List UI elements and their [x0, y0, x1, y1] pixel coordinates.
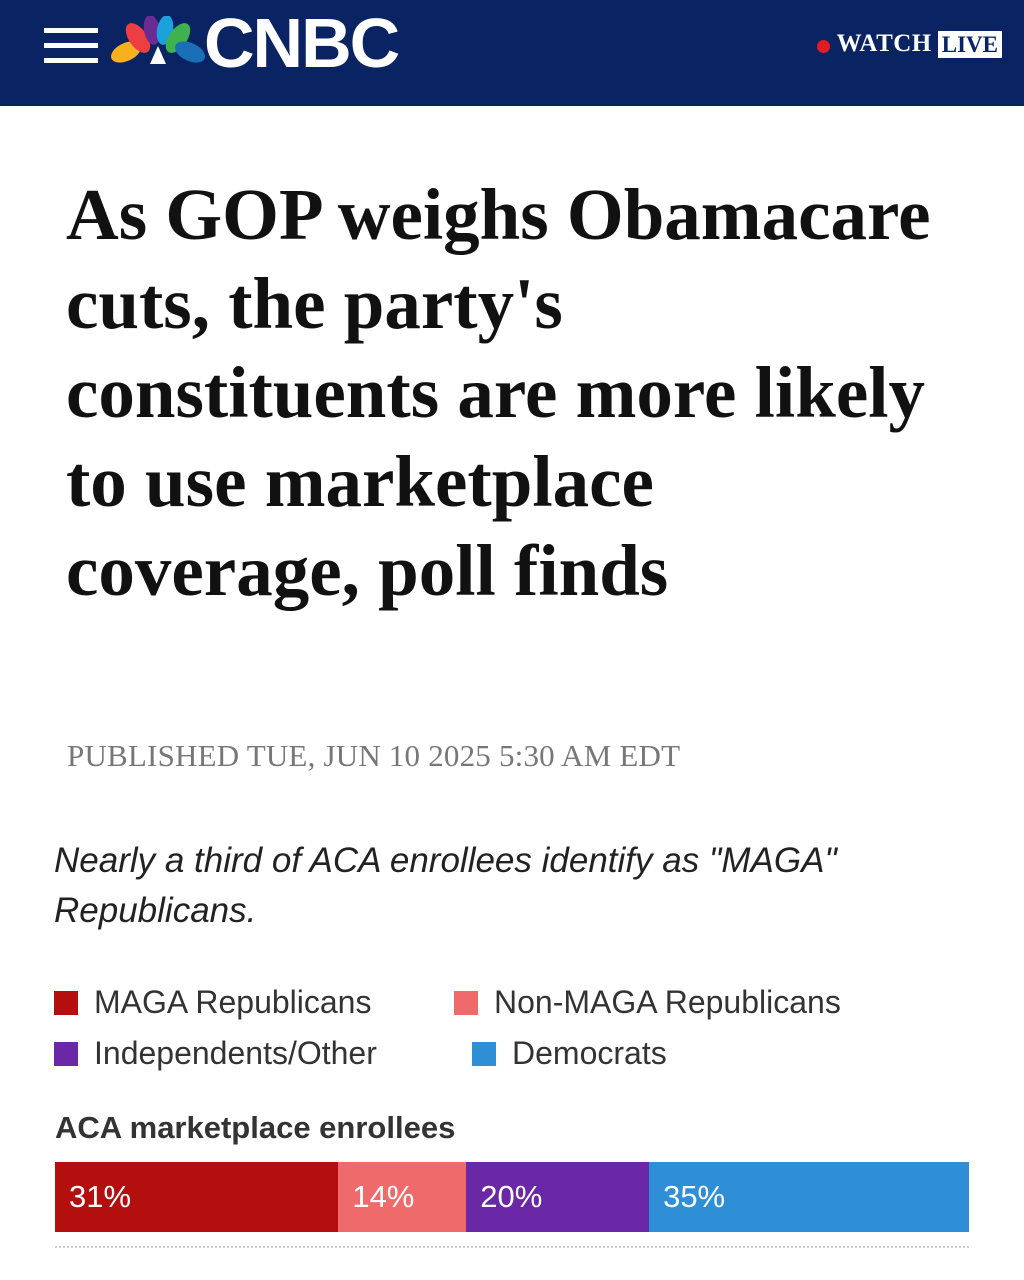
top-bar: CNBC WATCH LIVE — [0, 0, 1024, 106]
peacock-logo-icon[interactable] — [108, 16, 208, 72]
legend-item-democrats: Democrats — [472, 1035, 667, 1072]
hamburger-menu-icon[interactable] — [44, 26, 100, 64]
legend-label-non-maga: Non-MAGA Republicans — [494, 984, 841, 1020]
legend-item-maga: MAGA Republicans — [54, 984, 371, 1021]
live-badge: LIVE — [937, 30, 1002, 58]
legend-swatch-non-maga — [454, 990, 478, 1015]
legend-item-independents: Independents/Other — [54, 1035, 377, 1072]
legend-swatch-independents — [54, 1041, 78, 1066]
bar-category-label: ACA marketplace enrollees — [55, 1110, 456, 1145]
legend-label-maga: MAGA Republicans — [94, 984, 372, 1020]
live-dot-icon — [816, 39, 830, 53]
watch-live-button[interactable]: WATCH LIVE — [816, 30, 1002, 58]
hamburger-line — [44, 28, 98, 33]
legend-item-non-maga: Non-MAGA Republicans — [454, 984, 841, 1021]
brand-logo-text[interactable]: CNBC — [204, 4, 400, 82]
bar-segment-non-maga: 14% — [338, 1162, 467, 1232]
bar-segment-maga: 31% — [55, 1162, 339, 1232]
published-timestamp: PUBLISHED TUE, JUN 10 2025 5:30 AM EDT — [67, 738, 681, 773]
divider — [55, 1246, 969, 1248]
chart-title: Nearly a third of ACA enrollees identify… — [54, 841, 837, 930]
legend-label-independents: Independents/Other — [94, 1035, 377, 1071]
stacked-bar: 31% 14% 20% 35% — [55, 1162, 969, 1232]
hamburger-line — [44, 58, 98, 63]
bar-segment-independents: 20% — [466, 1162, 650, 1232]
legend-swatch-maga — [54, 990, 78, 1015]
watch-label: WATCH — [836, 30, 932, 57]
legend-swatch-democrats — [472, 1041, 496, 1066]
bar-segment-democrats: 35% — [649, 1162, 969, 1232]
article-headline: As GOP weighs Obamacare cuts, the party'… — [66, 174, 931, 611]
legend-label-democrats: Democrats — [512, 1035, 667, 1071]
hamburger-line — [44, 43, 98, 48]
